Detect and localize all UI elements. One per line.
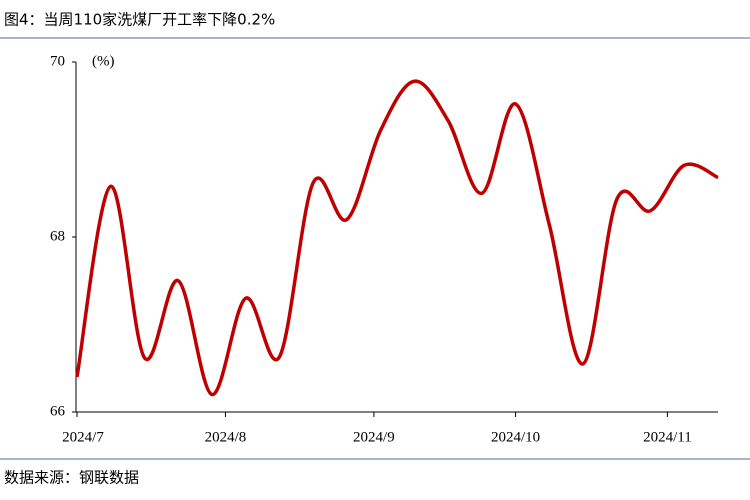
y-tick-label: 70 bbox=[50, 53, 65, 69]
data-line bbox=[75, 79, 719, 397]
x-tick-label: 2024/9 bbox=[353, 429, 395, 445]
y-tick-label: 68 bbox=[50, 228, 65, 244]
x-tick-label: 2024/8 bbox=[205, 429, 247, 445]
x-tick-label: 2024/10 bbox=[491, 429, 540, 445]
y-tick-label: 66 bbox=[50, 403, 66, 419]
chart-title: 图4：当周110家洗煤厂开工率下降0.2% bbox=[4, 11, 275, 29]
x-tick-label: 2024/11 bbox=[643, 429, 692, 445]
x-tick-label: 2024/7 bbox=[62, 429, 104, 445]
unit-label: (%) bbox=[92, 53, 115, 69]
source-note: 数据来源：钢联数据 bbox=[4, 469, 139, 487]
